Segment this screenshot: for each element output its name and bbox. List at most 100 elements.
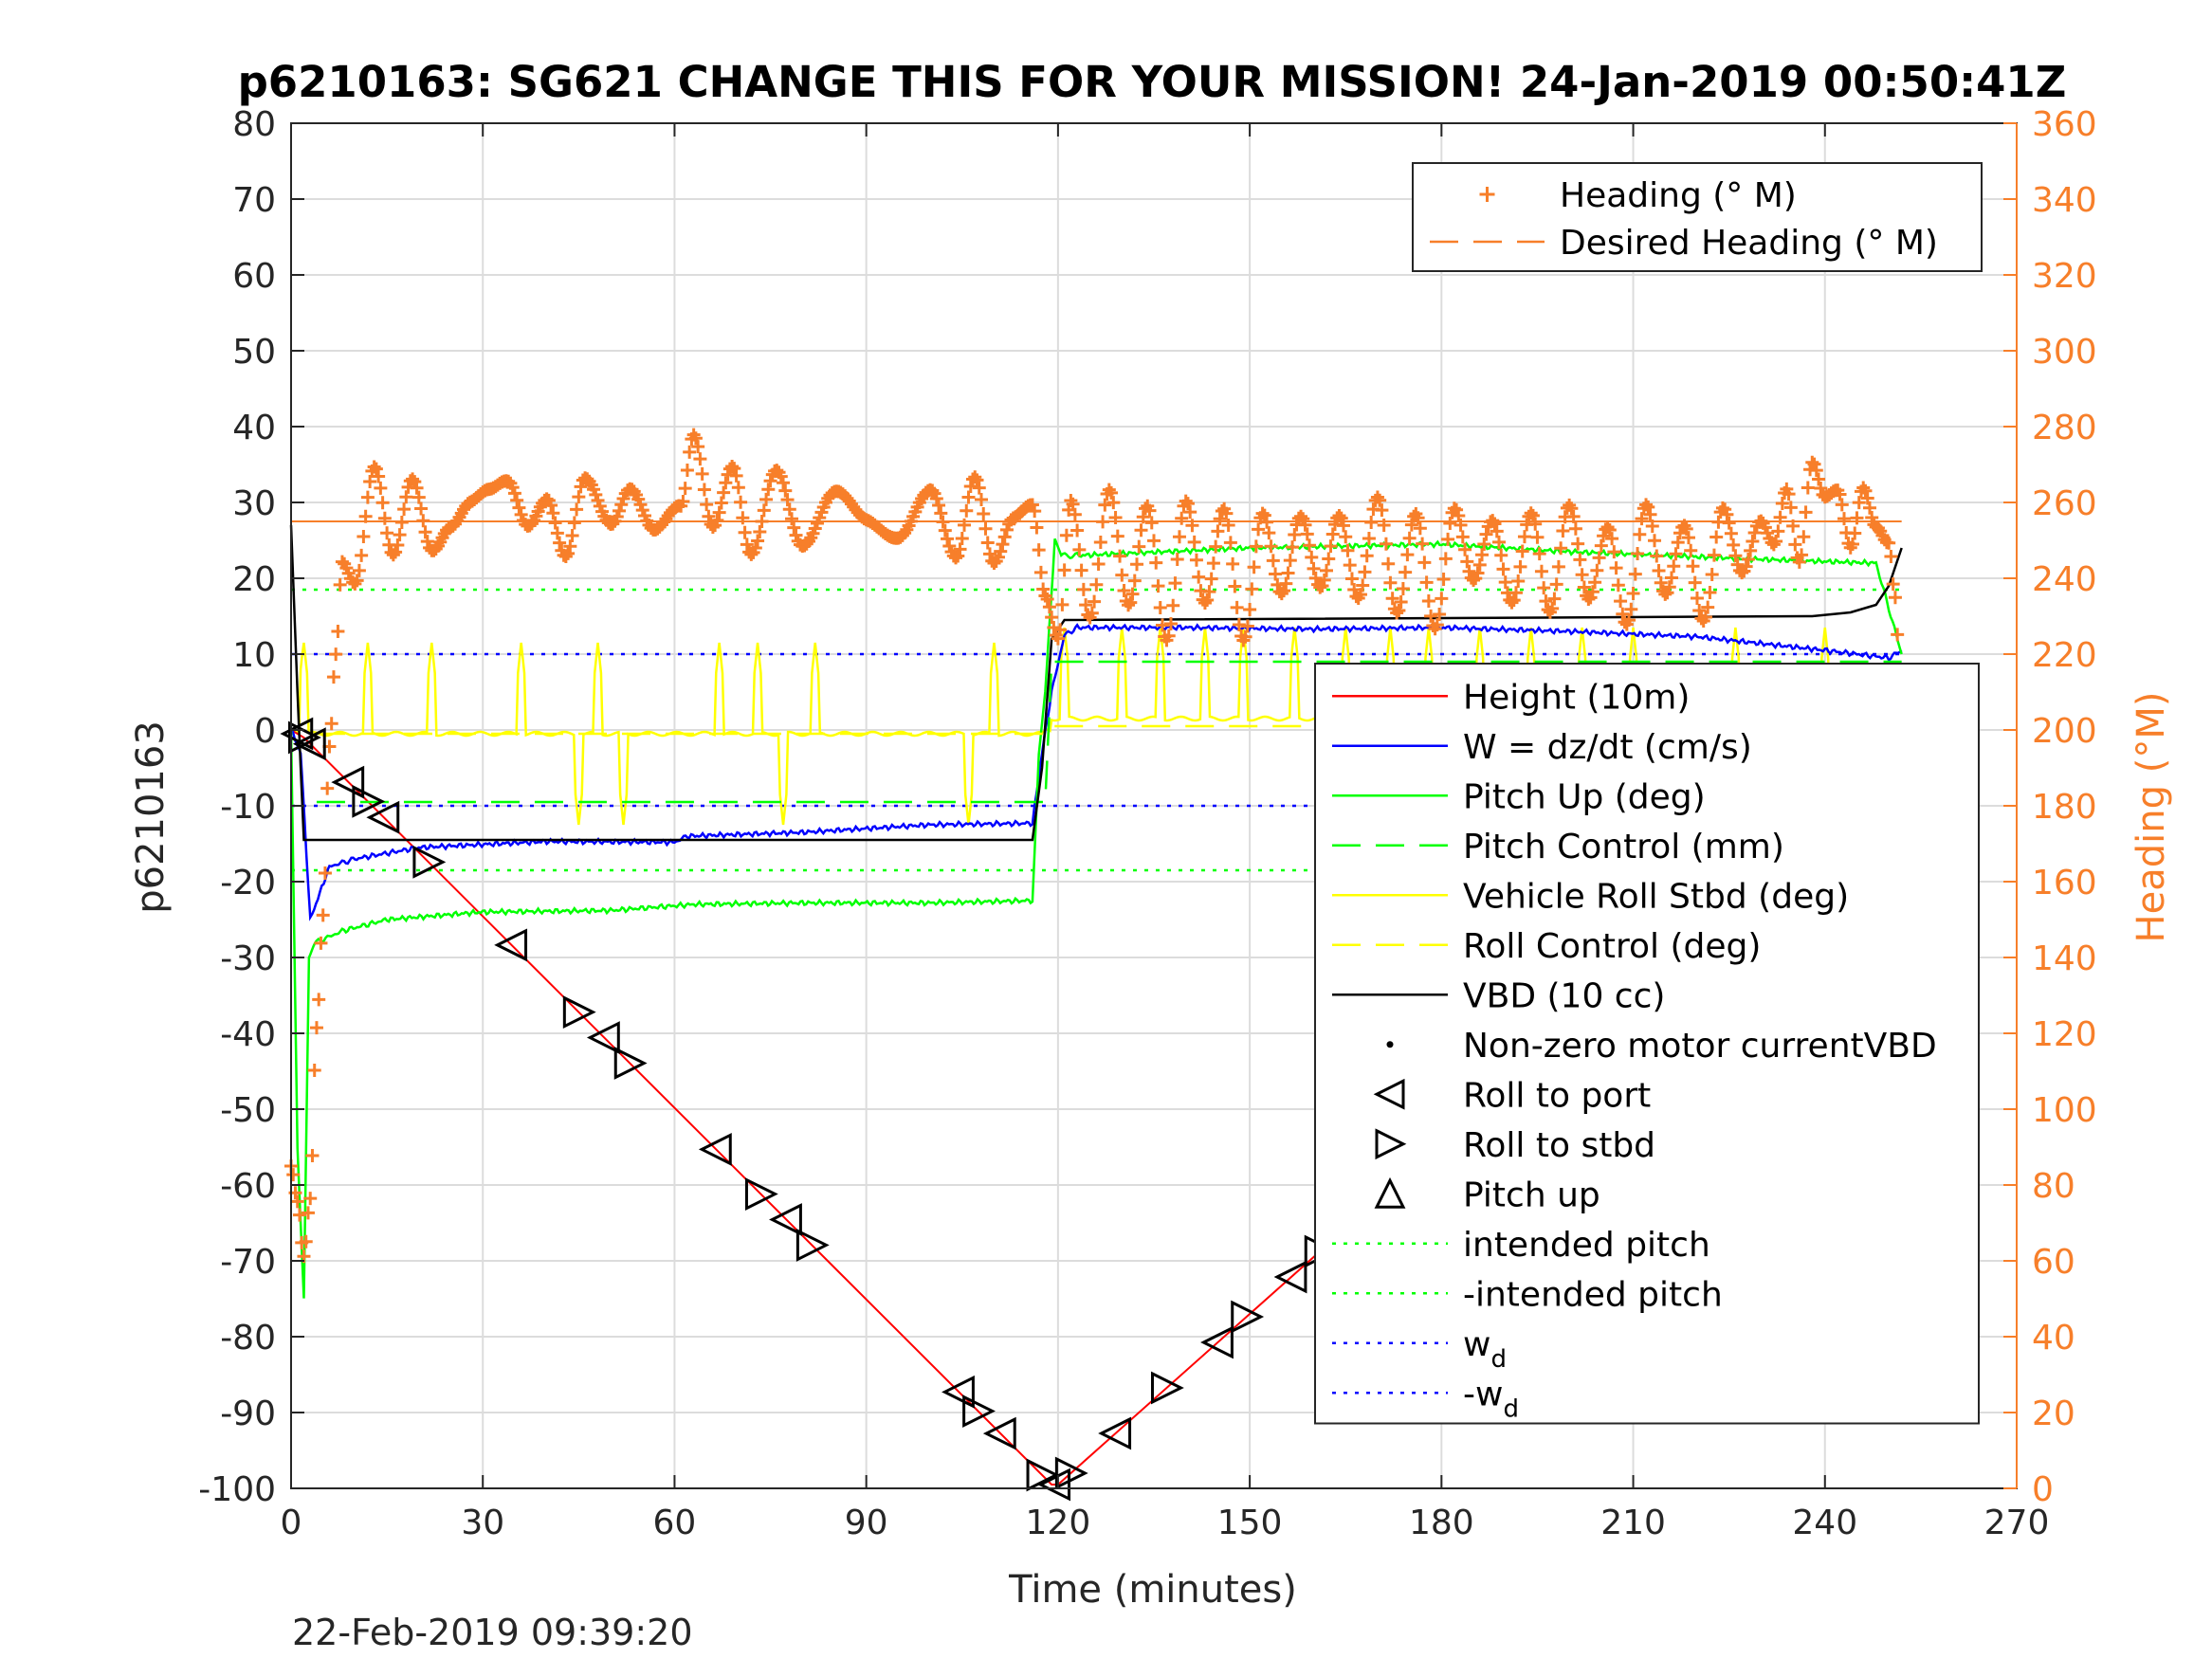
heading-point xyxy=(1438,552,1453,566)
heading-point xyxy=(606,517,620,531)
roll-to-port-marker xyxy=(494,928,528,962)
heading-point xyxy=(761,483,776,497)
heading-point xyxy=(688,431,703,446)
heading-point xyxy=(303,1192,318,1206)
heading-point xyxy=(1322,552,1336,566)
heading-point xyxy=(1079,598,1093,612)
heading-point xyxy=(565,529,579,543)
heading-point xyxy=(561,546,576,560)
heading-point xyxy=(1206,556,1220,571)
heading-point xyxy=(1143,503,1157,518)
heading-point xyxy=(774,469,788,483)
heading-point xyxy=(1144,516,1159,530)
heading-point xyxy=(1722,516,1736,530)
roll-to-stbd-marker xyxy=(962,1395,996,1428)
right-y-tick-label: 120 xyxy=(2032,1015,2097,1054)
heading-point xyxy=(1594,538,1608,553)
heading-point xyxy=(1505,595,1519,610)
legend-label: Non-zero motor currentVBD xyxy=(1463,1027,1937,1066)
heading-point xyxy=(1334,511,1348,525)
heading-point xyxy=(1202,585,1216,599)
heading-point xyxy=(1686,559,1700,574)
heading-point xyxy=(1051,631,1065,646)
y-tick-label: -100 xyxy=(198,1470,276,1509)
heading-point xyxy=(1671,536,1685,550)
roll-to-port-marker xyxy=(769,1203,802,1236)
heading-point xyxy=(1775,496,1789,510)
heading-point xyxy=(393,528,407,542)
heading-point xyxy=(1667,559,1681,574)
heading-point xyxy=(1421,593,1435,608)
heading-point xyxy=(1635,512,1649,526)
heading-point xyxy=(1556,524,1570,538)
heading-point xyxy=(1539,594,1553,609)
heading-point xyxy=(1602,523,1617,538)
heading-point xyxy=(1563,498,1577,512)
heading-point xyxy=(1130,557,1144,572)
heading-point xyxy=(375,496,390,510)
heading-point xyxy=(1180,497,1195,511)
heading-point xyxy=(1377,519,1391,533)
heading-point xyxy=(1168,576,1182,591)
heading-point xyxy=(1381,556,1396,571)
heading-point xyxy=(970,473,984,487)
heading-point xyxy=(1096,515,1110,529)
heading-point xyxy=(510,493,524,507)
heading-point xyxy=(1805,455,1819,469)
heading-point xyxy=(1891,628,1905,642)
heading-point xyxy=(1223,536,1237,550)
heading-point xyxy=(305,1149,320,1163)
right-y-tick-label: 240 xyxy=(2032,560,2097,599)
heading-point xyxy=(1528,517,1543,531)
heading-point xyxy=(1362,532,1376,546)
legend-label: Pitch Control (mm) xyxy=(1463,828,1784,866)
heading-point xyxy=(1624,602,1638,616)
heading-point xyxy=(1490,524,1504,538)
heading-point xyxy=(1792,555,1806,569)
heading-point xyxy=(1404,518,1418,532)
heading-point xyxy=(705,520,720,534)
heading-point xyxy=(397,502,411,517)
legend-main: Height (10m) W = dz/dt (cm/s) Pitch Up (de… xyxy=(1314,663,1980,1425)
heading-point xyxy=(318,866,332,880)
heading-point xyxy=(1170,553,1184,567)
heading-point xyxy=(1455,530,1470,544)
heading-point xyxy=(1303,538,1317,553)
heading-point xyxy=(1047,621,1061,635)
heading-point xyxy=(1532,547,1546,561)
heading-point xyxy=(1068,507,1082,521)
heading-point xyxy=(1720,507,1734,521)
x-tick-label: 120 xyxy=(1026,1504,1091,1542)
heading-point xyxy=(1641,500,1655,514)
roll-to-stbd-marker xyxy=(562,995,596,1030)
heading-point xyxy=(955,532,969,546)
heading-point xyxy=(717,485,731,500)
heading-point xyxy=(1614,594,1628,609)
x-tick-label: 30 xyxy=(461,1504,504,1542)
heading-point xyxy=(1730,557,1745,572)
heading-point xyxy=(1633,527,1647,541)
y-tick-label: -20 xyxy=(220,864,276,902)
heading-point xyxy=(1230,600,1244,614)
heading-point xyxy=(1884,549,1898,563)
heading-point xyxy=(1419,575,1434,590)
heading-point xyxy=(1477,538,1491,552)
heading-point xyxy=(958,518,972,532)
heading-point xyxy=(1888,591,1902,605)
x-axis-label: Time (minutes) xyxy=(1008,1568,1297,1612)
roll-to-stbd-marker xyxy=(1150,1371,1184,1405)
heading-point xyxy=(1600,520,1615,534)
heading-point xyxy=(780,493,795,507)
heading-point xyxy=(953,542,967,556)
heading-point xyxy=(1252,522,1266,537)
heading-point xyxy=(691,440,705,454)
heading-point xyxy=(1204,572,1218,586)
heading-point xyxy=(1577,580,1591,594)
heading-point xyxy=(1882,536,1896,550)
heading-point xyxy=(350,574,364,588)
legend-label: -wd xyxy=(1463,1375,1519,1423)
heading-point xyxy=(738,525,752,539)
heading-point xyxy=(358,509,373,523)
heading-point xyxy=(1616,607,1630,621)
